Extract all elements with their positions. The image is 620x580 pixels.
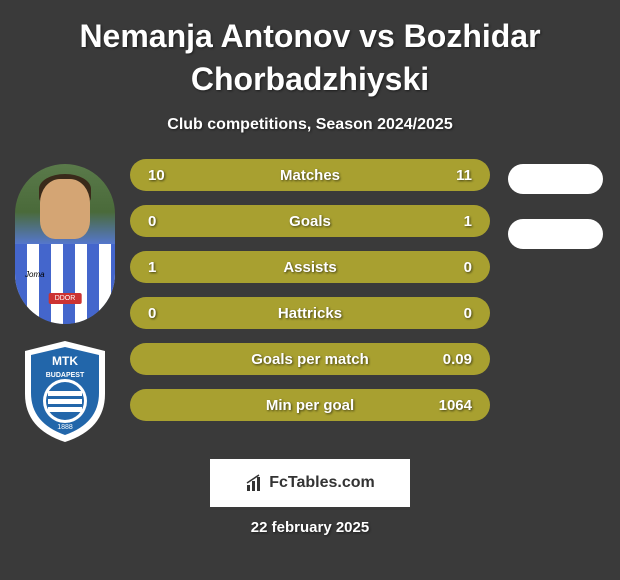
- player-placeholder-1: [508, 164, 603, 194]
- date-text: 22 february 2025: [0, 519, 620, 536]
- stats-column: 10Matches110Goals11Assists00Hattricks0Go…: [120, 159, 500, 435]
- stat-left-value: 0: [148, 305, 198, 322]
- stat-bar-goals: 0Goals1: [130, 205, 490, 237]
- season-subtitle: Club competitions, Season 2024/2025: [0, 116, 620, 159]
- badge-text-bottom: BUDAPEST: [46, 372, 85, 379]
- stat-bar-goals-per-match: Goals per match0.09: [130, 343, 490, 375]
- player-placeholder-2: [508, 219, 603, 249]
- stat-right-value: 1: [422, 213, 472, 230]
- stat-label: Hattricks: [198, 305, 422, 322]
- stat-bar-min-per-goal: Min per goal1064: [130, 389, 490, 421]
- jersey-brand: Joma: [25, 270, 45, 279]
- stat-bar-hattricks: 0Hattricks0: [130, 297, 490, 329]
- stat-label: Assists: [198, 259, 422, 276]
- player-jersey: Joma DDOR: [15, 244, 115, 324]
- jersey-sponsor: DDOR: [49, 293, 82, 304]
- stat-left-value: 0: [148, 213, 198, 230]
- stat-bar-matches: 10Matches11: [130, 159, 490, 191]
- stat-right-value: 0: [422, 259, 472, 276]
- stat-bar-assists: 1Assists0: [130, 251, 490, 283]
- stat-label: Min per goal: [198, 397, 422, 414]
- stat-right-value: 1064: [422, 397, 472, 414]
- left-column: Joma DDOR MTK BUDAPEST 1888: [10, 159, 120, 444]
- infographic-container: Nemanja Antonov vs Bozhidar Chorbadzhiys…: [0, 0, 620, 580]
- stat-left-value: 1: [148, 259, 198, 276]
- chart-icon: [245, 473, 265, 493]
- player-photo: Joma DDOR: [15, 164, 115, 324]
- stat-right-value: 0.09: [422, 351, 472, 368]
- stat-label: Matches: [198, 167, 422, 184]
- branding-box: FcTables.com: [210, 459, 410, 507]
- stat-left-value: 10: [148, 167, 198, 184]
- right-column: [500, 159, 610, 249]
- team-badge: MTK BUDAPEST 1888: [20, 339, 110, 444]
- shield-icon: MTK BUDAPEST 1888: [20, 339, 110, 444]
- stat-right-value: 11: [422, 167, 472, 184]
- brand-text: FcTables.com: [269, 474, 375, 492]
- stat-label: Goals per match: [198, 351, 422, 368]
- comparison-title: Nemanja Antonov vs Bozhidar Chorbadzhiys…: [0, 10, 620, 116]
- badge-text-top: MTK: [52, 354, 78, 368]
- player-head: [40, 179, 90, 239]
- content-row: Joma DDOR MTK BUDAPEST 1888: [0, 159, 620, 444]
- stat-label: Goals: [198, 213, 422, 230]
- stat-right-value: 0: [422, 305, 472, 322]
- badge-year: 1888: [57, 424, 73, 431]
